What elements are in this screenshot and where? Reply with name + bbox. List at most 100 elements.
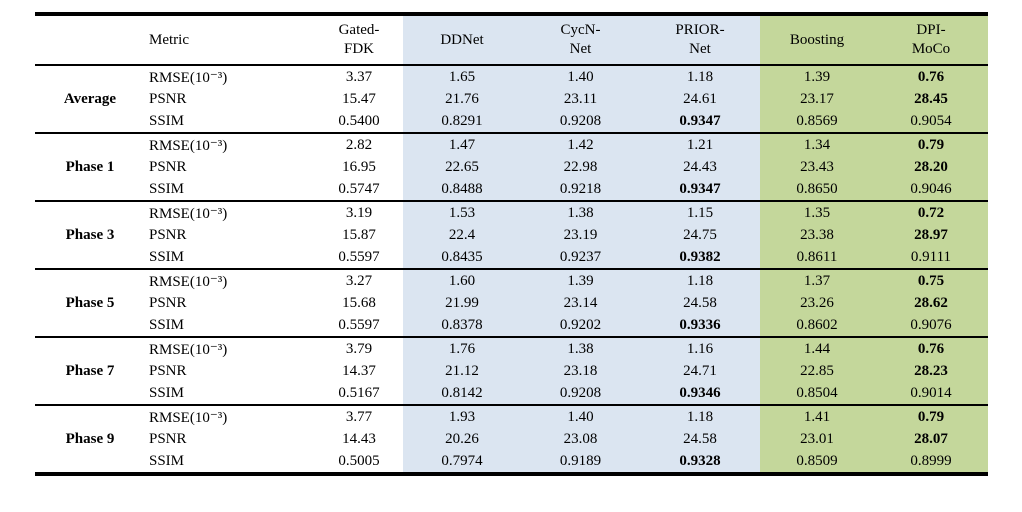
table-row: SSIM 0.5400 0.8291 0.9208 0.9347 0.8569 0.9054 [35, 110, 988, 133]
table-row: SSIM 0.5747 0.8488 0.9218 0.9347 0.8650 0.9046 [35, 178, 988, 201]
table-cell: 0.9218 [521, 178, 640, 201]
row-group-label: Average [63, 90, 117, 107]
table-cell: 24.58 [640, 292, 760, 314]
table-cell: 28.20 [874, 156, 988, 178]
metric-label: PSNR [149, 362, 187, 379]
table-cell: 1.44 [760, 336, 874, 360]
table-cell: 28.07 [874, 428, 988, 450]
table-cell: 1.15 [640, 200, 760, 224]
table-cell: 0.7974 [403, 450, 521, 474]
metric-label: RMSE(10⁻³) [145, 200, 315, 224]
column-header-gatedfdk: Gated- FDK [315, 14, 403, 66]
table-cell: 24.43 [640, 156, 760, 178]
table-row: SSIM 0.5597 0.8378 0.9202 0.9336 0.8602 0.9076 [35, 314, 988, 337]
table-cell: 0.9076 [874, 314, 988, 337]
table-cell: 1.42 [521, 132, 640, 156]
table-cell: 22.4 [403, 224, 521, 246]
column-header-ddnet: DDNet [403, 14, 521, 66]
table-cell: 0.8602 [760, 314, 874, 337]
table-cell: 23.18 [521, 360, 640, 382]
metric-label: PSNR [149, 90, 187, 107]
table-row: PSNR 15.47 21.76 23.11 24.61 23.17 28.45 [35, 88, 988, 110]
metric-label: PSNR [149, 294, 187, 311]
table-cell: 1.35 [760, 200, 874, 224]
metric-label: PSNR [149, 226, 187, 243]
table-cell: 0.8999 [874, 450, 988, 474]
row-group-label: Phase 3 [35, 200, 145, 269]
metric-label: PSNR [149, 430, 187, 447]
table-cell: 0.9189 [521, 450, 640, 474]
table-cell: 1.39 [760, 65, 874, 88]
row-group-label: Phase 1 [35, 132, 145, 201]
table-cell: 0.5400 [338, 112, 380, 129]
table-cell: 1.65 [403, 65, 521, 88]
table-cell: 0.76 [874, 336, 988, 360]
table-cell: 0.9237 [521, 246, 640, 269]
table-cell: 16.95 [342, 158, 376, 175]
table-row: Phase 5 RMSE(10⁻³) 3.27 1.60 1.39 1.18 1.37 0.7… [35, 268, 988, 337]
table-cell: 0.9208 [521, 382, 640, 405]
table-cell: 0.8611 [760, 246, 874, 269]
results-table: Metric Gated- FDK DDNet CycN- Net PRIOR- Net… [35, 12, 988, 476]
column-header-rowlabel [35, 14, 145, 66]
table-cell: 24.58 [640, 428, 760, 450]
table-cell: 1.21 [640, 132, 760, 156]
table-cell: 0.8435 [403, 246, 521, 269]
table-cell: 0.9347 [640, 178, 760, 201]
table-cell: 0.8569 [760, 110, 874, 133]
table-row: PSNR 15.68 21.99 23.14 24.58 23.26 28.62 [35, 292, 988, 314]
table-cell: 0.5167 [338, 384, 380, 401]
table-cell: 0.9014 [874, 382, 988, 405]
table-cell: 14.37 [342, 362, 376, 379]
metric-label: SSIM [149, 384, 185, 401]
table-cell: 23.19 [521, 224, 640, 246]
table-cell: 1.18 [640, 404, 760, 428]
metric-label: SSIM [149, 452, 185, 469]
table-row: Phase 1 RMSE(10⁻³) 2.82 1.47 1.42 1.21 1.34 0.7… [35, 132, 988, 201]
table-cell: 1.40 [521, 65, 640, 88]
table-cell: 22.65 [403, 156, 521, 178]
table-cell: 3.19 [315, 200, 403, 224]
table-cell: 0.9054 [874, 110, 988, 133]
table-cell: 1.34 [760, 132, 874, 156]
table-body: Average RMSE(10⁻³) 3.37 1.65 1.40 1.18 1.39 0.7… [35, 65, 988, 474]
table-cell: 0.9111 [874, 246, 988, 269]
table-cell: 15.47 [342, 90, 376, 107]
table-cell: 3.37 [345, 68, 373, 85]
table-cell: 23.43 [760, 156, 874, 178]
table-cell: 0.8142 [403, 382, 521, 405]
table-cell: 1.53 [403, 200, 521, 224]
table-cell: 0.9336 [640, 314, 760, 337]
table-cell: 23.26 [760, 292, 874, 314]
table-row: Phase 9 RMSE(10⁻³) 3.77 1.93 1.40 1.18 1.41 0.7… [35, 404, 988, 474]
table-cell: 1.18 [640, 268, 760, 292]
table-cell: 24.61 [640, 88, 760, 110]
metric-label: RMSE(10⁻³) [145, 132, 315, 156]
table-cell: 23.38 [760, 224, 874, 246]
table-cell: 1.18 [640, 65, 760, 88]
table-cell: 1.39 [521, 268, 640, 292]
table-row: Phase 7 RMSE(10⁻³) 3.79 1.76 1.38 1.16 1.44 0.7… [35, 336, 988, 405]
table-row: PSNR 16.95 22.65 22.98 24.43 23.43 28.20 [35, 156, 988, 178]
table-cell: 0.8291 [403, 110, 521, 133]
row-group-label: Phase 9 [35, 404, 145, 474]
table-cell: 1.38 [521, 336, 640, 360]
table-cell: 2.82 [315, 132, 403, 156]
table-cell: 1.38 [521, 200, 640, 224]
table-cell: 1.40 [521, 404, 640, 428]
metric-label: RMSE(10⁻³) [145, 404, 315, 428]
table-cell: 14.43 [342, 430, 376, 447]
table-row: SSIM 0.5167 0.8142 0.9208 0.9346 0.8504 0.9014 [35, 382, 988, 405]
table-cell: 1.16 [640, 336, 760, 360]
column-header-boosting: Boosting [760, 14, 874, 66]
metric-label: SSIM [149, 248, 185, 265]
table-cell: 15.68 [342, 294, 376, 311]
header-row: Metric Gated- FDK DDNet CycN- Net PRIOR- Net… [35, 14, 988, 66]
table-cell: 1.93 [403, 404, 521, 428]
table-cell: 23.01 [760, 428, 874, 450]
column-header-dpimoco: DPI- MoCo [874, 14, 988, 66]
table-cell: 23.11 [521, 88, 640, 110]
table-cell: 21.12 [403, 360, 521, 382]
table-cell: 22.85 [760, 360, 874, 382]
table-cell: 3.77 [315, 404, 403, 428]
